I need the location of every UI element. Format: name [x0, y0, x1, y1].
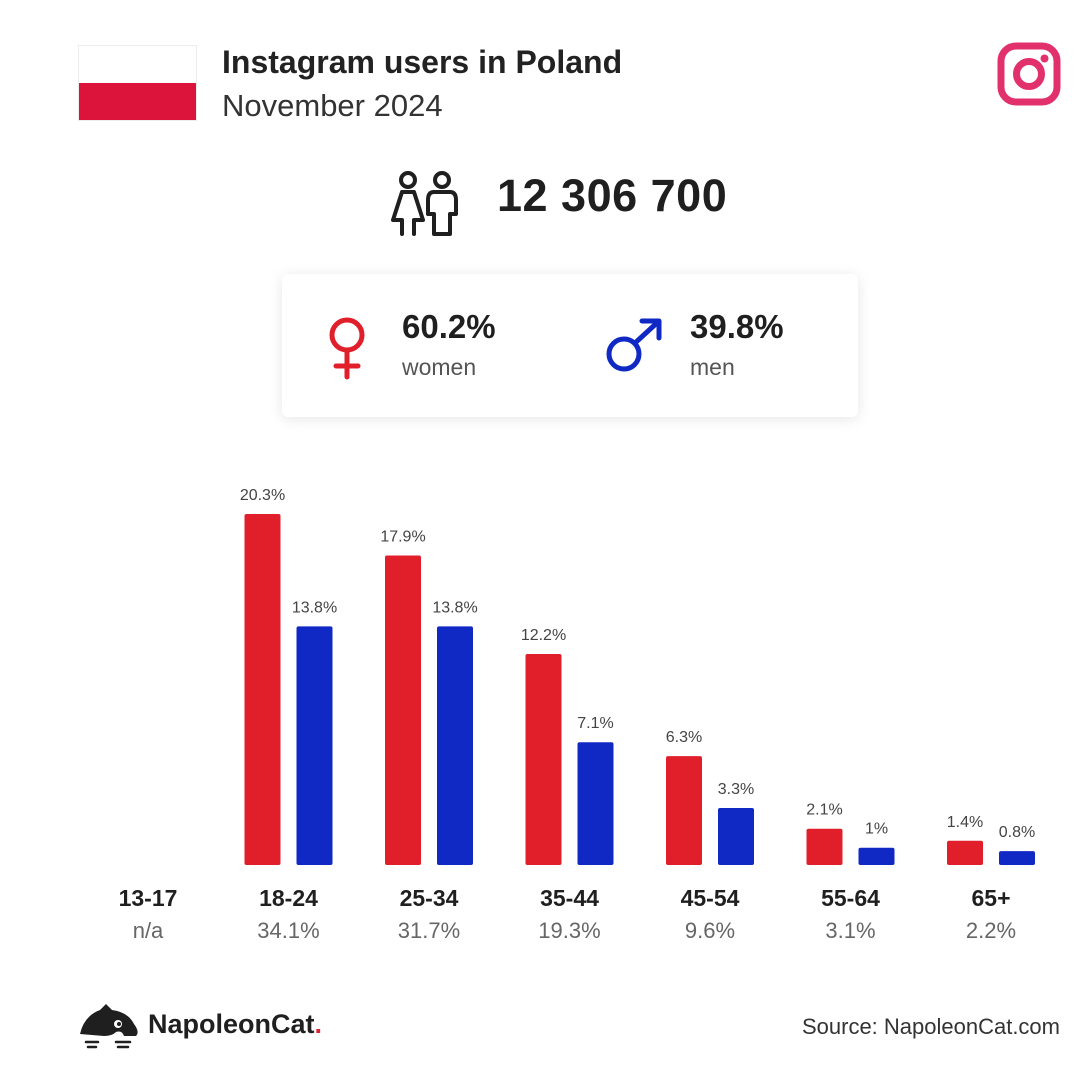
bar-label-men-45-54: 3.3%	[718, 781, 754, 798]
age-group-label-18-24: 18-24	[259, 885, 318, 911]
age-group-label-35-44: 35-44	[540, 885, 599, 911]
age-group-label-25-34: 25-34	[400, 885, 459, 911]
age-group-total-13-17: n/a	[133, 918, 164, 943]
bar-label-women-65+: 1.4%	[947, 814, 983, 831]
bar-women-45-54	[666, 756, 702, 865]
poland-flag	[79, 46, 196, 120]
source-note: Source: NapoleonCat.com	[801, 1014, 1060, 1039]
napoleoncat-logo-icon	[80, 1004, 138, 1049]
women-percentage: 60.2%	[402, 308, 496, 345]
gender-split-card: 60.2% women 39.8% men	[282, 274, 858, 417]
men-percentage: 39.8%	[690, 308, 784, 345]
page-title: Instagram users in Poland	[222, 44, 623, 80]
flag-red-stripe	[79, 83, 196, 120]
bar-label-women-35-44: 12.2%	[521, 627, 566, 644]
bar-label-women-25-34: 17.9%	[380, 528, 425, 545]
age-group-total-35-44: 19.3%	[538, 918, 600, 943]
bar-men-55-64	[858, 847, 895, 865]
flag-white-stripe	[79, 46, 196, 83]
women-label: women	[402, 354, 477, 380]
female-symbol-icon	[329, 317, 365, 380]
bar-men-65+	[999, 851, 1035, 865]
bar-label-men-65+: 0.8%	[999, 824, 1035, 841]
bar-label-women-45-54: 6.3%	[666, 729, 702, 746]
bar-women-55-64	[806, 828, 843, 865]
age-group-label-55-64: 55-64	[821, 885, 880, 911]
bar-men-18-24	[296, 626, 333, 865]
age-group-label-65+: 65+	[971, 885, 1010, 911]
age-group-total-25-34: 31.7%	[398, 918, 460, 943]
age-group-label-45-54: 45-54	[681, 885, 740, 911]
bar-women-18-24	[244, 514, 281, 865]
bar-label-women-55-64: 2.1%	[806, 802, 842, 819]
age-group-total-45-54: 9.6%	[685, 918, 735, 943]
men-label: men	[690, 354, 735, 380]
bar-label-men-18-24: 13.8%	[292, 599, 337, 616]
brand-name: NapoleonCat	[148, 1009, 315, 1039]
bar-men-35-44	[577, 742, 614, 865]
bar-label-men-35-44: 7.1%	[577, 715, 613, 732]
bar-women-35-44	[525, 654, 562, 865]
bar-women-65+	[947, 840, 983, 865]
napoleoncat-brand: NapoleonCat.	[148, 1009, 322, 1040]
users-icon	[391, 171, 458, 236]
page-subtitle: November 2024	[222, 88, 443, 123]
age-group-total-65+: 2.2%	[966, 918, 1016, 943]
bar-men-45-54	[718, 807, 754, 865]
age-group-total-18-24: 34.1%	[257, 918, 319, 943]
bar-label-men-55-64: 1%	[865, 821, 888, 838]
age-group-total-55-64: 3.1%	[825, 918, 875, 943]
bar-men-25-34	[437, 626, 473, 865]
bar-label-women-18-24: 20.3%	[240, 487, 285, 504]
instagram-icon	[997, 42, 1061, 106]
age-group-label-13-17: 13-17	[119, 885, 178, 911]
male-symbol-icon	[606, 318, 662, 372]
brand-dot: .	[314, 1009, 323, 1039]
bar-label-men-25-34: 13.8%	[432, 599, 477, 616]
total-users-value: 12 306 700	[497, 170, 728, 221]
bar-women-25-34	[385, 555, 421, 865]
